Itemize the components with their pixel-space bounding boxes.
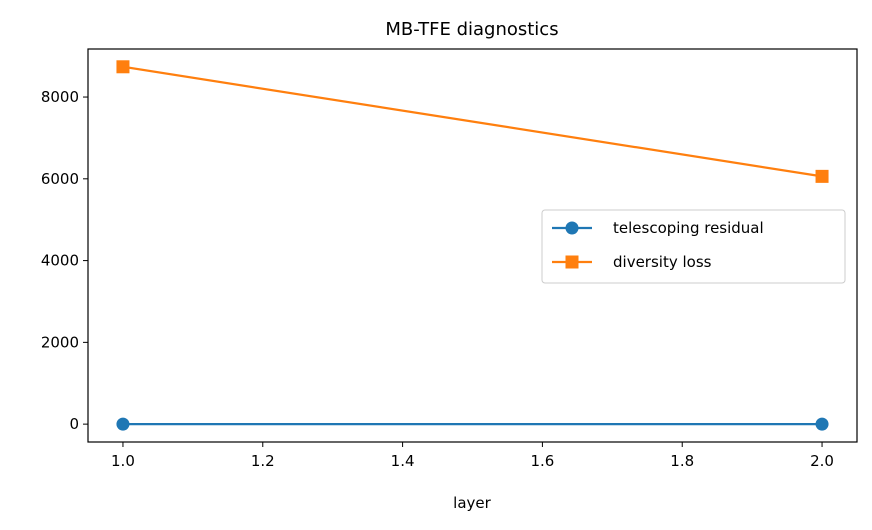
y-tick-label: 4000 xyxy=(41,252,79,270)
data-point xyxy=(815,417,829,431)
legend: telescoping residual diversity loss xyxy=(541,209,846,284)
data-point xyxy=(116,417,130,431)
chart-title: MB-TFE diagnostics xyxy=(385,19,558,40)
legend-entry: telescoping residual xyxy=(552,219,764,237)
series-line xyxy=(122,65,823,178)
legend-swatch-marker xyxy=(565,255,579,269)
legend-label: telescoping residual xyxy=(613,219,764,237)
plot-area-frame xyxy=(87,48,858,443)
y-tick-label: 0 xyxy=(69,415,79,433)
series-1 xyxy=(116,60,829,183)
x-tick-label: 1.6 xyxy=(530,452,554,470)
data-point xyxy=(116,60,130,74)
x-tick-label: 2.0 xyxy=(810,452,834,470)
x-tick-label: 1.2 xyxy=(251,452,275,470)
series-layer xyxy=(116,60,829,431)
y-tick-label: 8000 xyxy=(41,88,79,106)
y-axis: 0 2000 4000 6000 8000 xyxy=(41,88,88,433)
legend-label: diversity loss xyxy=(613,253,712,271)
x-tick-label: 1.8 xyxy=(670,452,694,470)
series-0 xyxy=(116,417,829,431)
y-tick-label: 2000 xyxy=(41,333,79,351)
x-axis: 1.0 1.2 1.4 1.6 1.8 2.0 xyxy=(111,442,834,470)
x-axis-label: layer xyxy=(453,494,491,512)
legend-frame xyxy=(541,209,846,284)
y-tick-label: 6000 xyxy=(41,170,79,188)
x-tick-label: 1.4 xyxy=(391,452,415,470)
legend-entry: diversity loss xyxy=(552,253,712,271)
x-tick-label: 1.0 xyxy=(111,452,135,470)
data-point xyxy=(815,169,829,183)
legend-swatch-marker xyxy=(565,221,579,235)
